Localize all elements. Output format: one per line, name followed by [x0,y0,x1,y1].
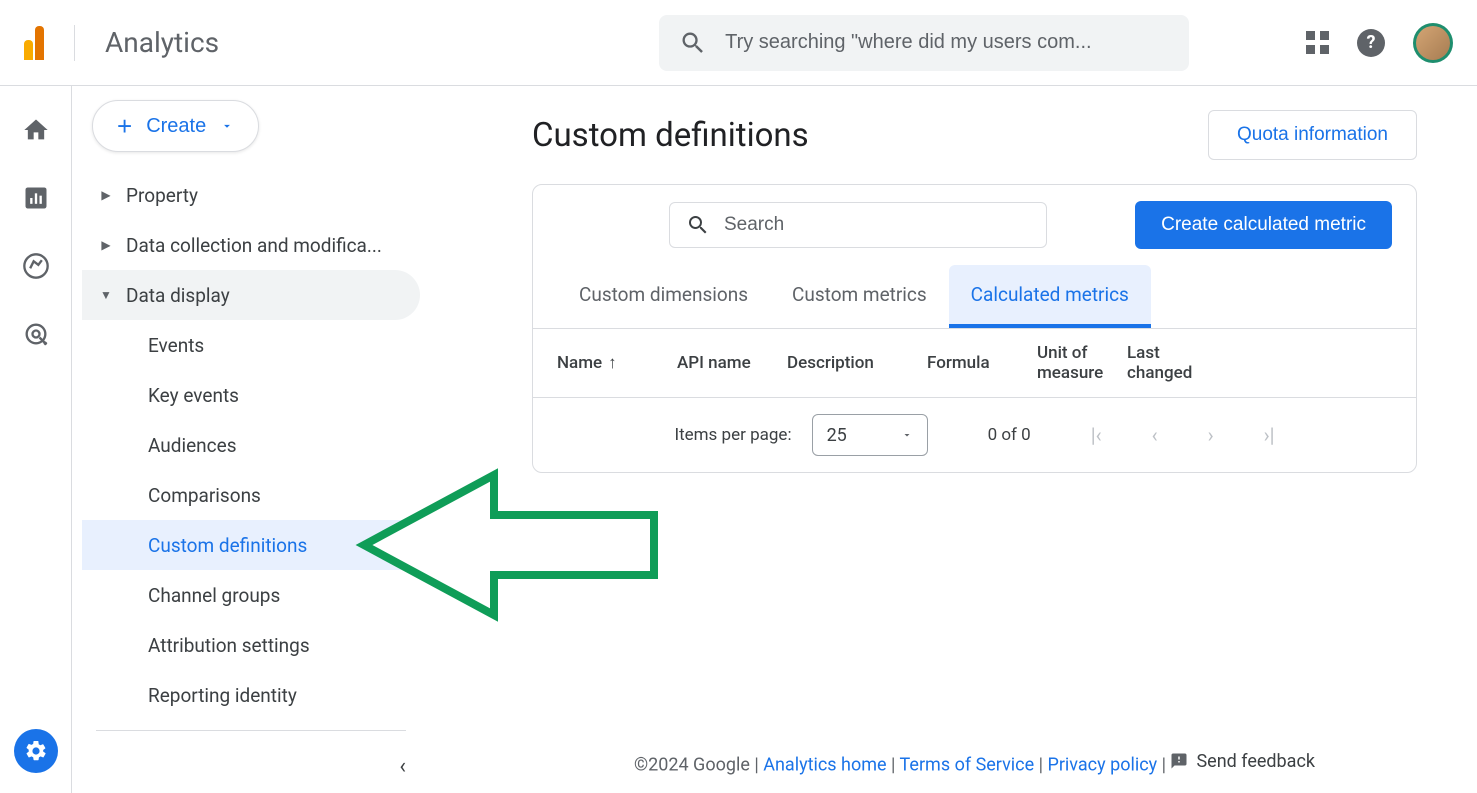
header-actions: ? [1306,23,1453,63]
tabs: Custom dimensions Custom metrics Calcula… [533,265,1416,329]
sidebar: + Create ▶ Property ▶ Data collection an… [72,86,420,793]
table-header: Name ↑ API name Description Formula Unit… [533,329,1416,398]
page-size-select[interactable]: 25 [812,414,928,456]
sort-asc-icon: ↑ [608,353,617,373]
create-label: Create [146,115,206,138]
tree-label: Property [126,184,198,207]
footer: ©2024 Google | Analytics home | Terms of… [532,733,1417,793]
panel-toolbar: Create calculated metric [533,185,1416,265]
quota-button[interactable]: Quota information [1208,110,1417,160]
panel-search[interactable] [669,202,1047,248]
nav-advertising-icon[interactable] [20,318,52,350]
help-icon[interactable]: ? [1357,29,1385,57]
sub-item-key-events[interactable]: Key events [82,370,420,420]
chevron-down-icon: ▼ [96,288,116,302]
create-calculated-metric-button[interactable]: Create calculated metric [1135,201,1392,249]
sub-item-events[interactable]: Events [82,320,420,370]
nav-reports-icon[interactable] [20,182,52,214]
next-page-icon[interactable]: › [1208,423,1214,447]
paginator: Items per page: 25 0 of 0 |‹ ‹ › ›| [533,398,1416,472]
nav-explore-icon[interactable] [20,250,52,282]
logo-area: Analytics [24,25,219,61]
tab-calculated-metrics[interactable]: Calculated metrics [949,265,1151,328]
nav-admin[interactable] [14,729,58,773]
panel-search-input[interactable] [724,214,1030,236]
definitions-panel: Create calculated metric Custom dimensio… [532,184,1417,473]
footer-link-tos[interactable]: Terms of Service [900,754,1035,775]
collapse-sidebar-icon[interactable]: ‹ [399,754,406,779]
user-avatar[interactable] [1413,23,1453,63]
chevron-right-icon: ▶ [96,238,116,252]
analytics-logo-icon[interactable] [24,26,44,60]
col-changed[interactable]: Last changed [1127,343,1217,383]
tab-custom-metrics[interactable]: Custom metrics [770,265,949,328]
chevron-right-icon: ▶ [96,188,116,202]
send-feedback[interactable]: Send feedback [1170,751,1315,772]
create-button[interactable]: + Create [92,100,259,152]
page-nav: |‹ ‹ › ›| [1091,423,1275,447]
page-range: 0 of 0 [988,425,1031,445]
content-area: Custom definitions Quota information Cre… [420,86,1477,793]
footer-link-home[interactable]: Analytics home [763,754,886,775]
chevron-down-icon [901,429,913,441]
search-icon [686,213,710,237]
page-title: Custom definitions [532,116,809,155]
annotation-arrow [354,460,664,630]
last-page-icon[interactable]: ›| [1264,423,1275,447]
tree-item-data-display[interactable]: ▼ Data display [82,270,420,320]
col-unit[interactable]: Unit of measure [1037,343,1127,383]
col-api[interactable]: API name [677,343,787,383]
plus-icon: + [117,111,132,142]
apps-icon[interactable] [1306,31,1329,54]
property-tree: ▶ Property ▶ Data collection and modific… [82,170,420,731]
gear-icon [14,729,58,773]
global-search[interactable] [659,15,1189,71]
app-header: Analytics ? [0,0,1477,86]
search-icon [679,29,707,57]
prev-page-icon[interactable]: ‹ [1152,423,1158,447]
col-name[interactable]: Name ↑ [557,343,677,383]
content-header: Custom definitions Quota information [532,110,1417,160]
tab-custom-dimensions[interactable]: Custom dimensions [557,265,770,328]
first-page-icon[interactable]: |‹ [1091,423,1102,447]
sub-item-reporting-identity[interactable]: Reporting identity [82,670,420,720]
chevron-down-icon [220,119,234,133]
nav-home-icon[interactable] [20,114,52,146]
main-layout: + Create ▶ Property ▶ Data collection an… [0,86,1477,793]
divider [74,25,75,61]
copyright: ©2024 Google [634,754,750,775]
global-search-input[interactable] [725,31,1169,54]
items-per-page-label: Items per page: [674,425,791,445]
nav-rail [0,86,72,793]
footer-link-privacy[interactable]: Privacy policy [1047,754,1157,775]
divider [96,730,406,731]
col-formula[interactable]: Formula [927,343,1037,383]
app-title: Analytics [105,26,219,59]
tree-item-property[interactable]: ▶ Property [82,170,420,220]
feedback-icon [1170,752,1188,770]
tree-label: Data display [126,284,230,307]
tree-label: Data collection and modifica... [126,234,382,257]
tree-item-data-collection[interactable]: ▶ Data collection and modifica... [82,220,420,270]
col-desc[interactable]: Description [787,343,927,383]
